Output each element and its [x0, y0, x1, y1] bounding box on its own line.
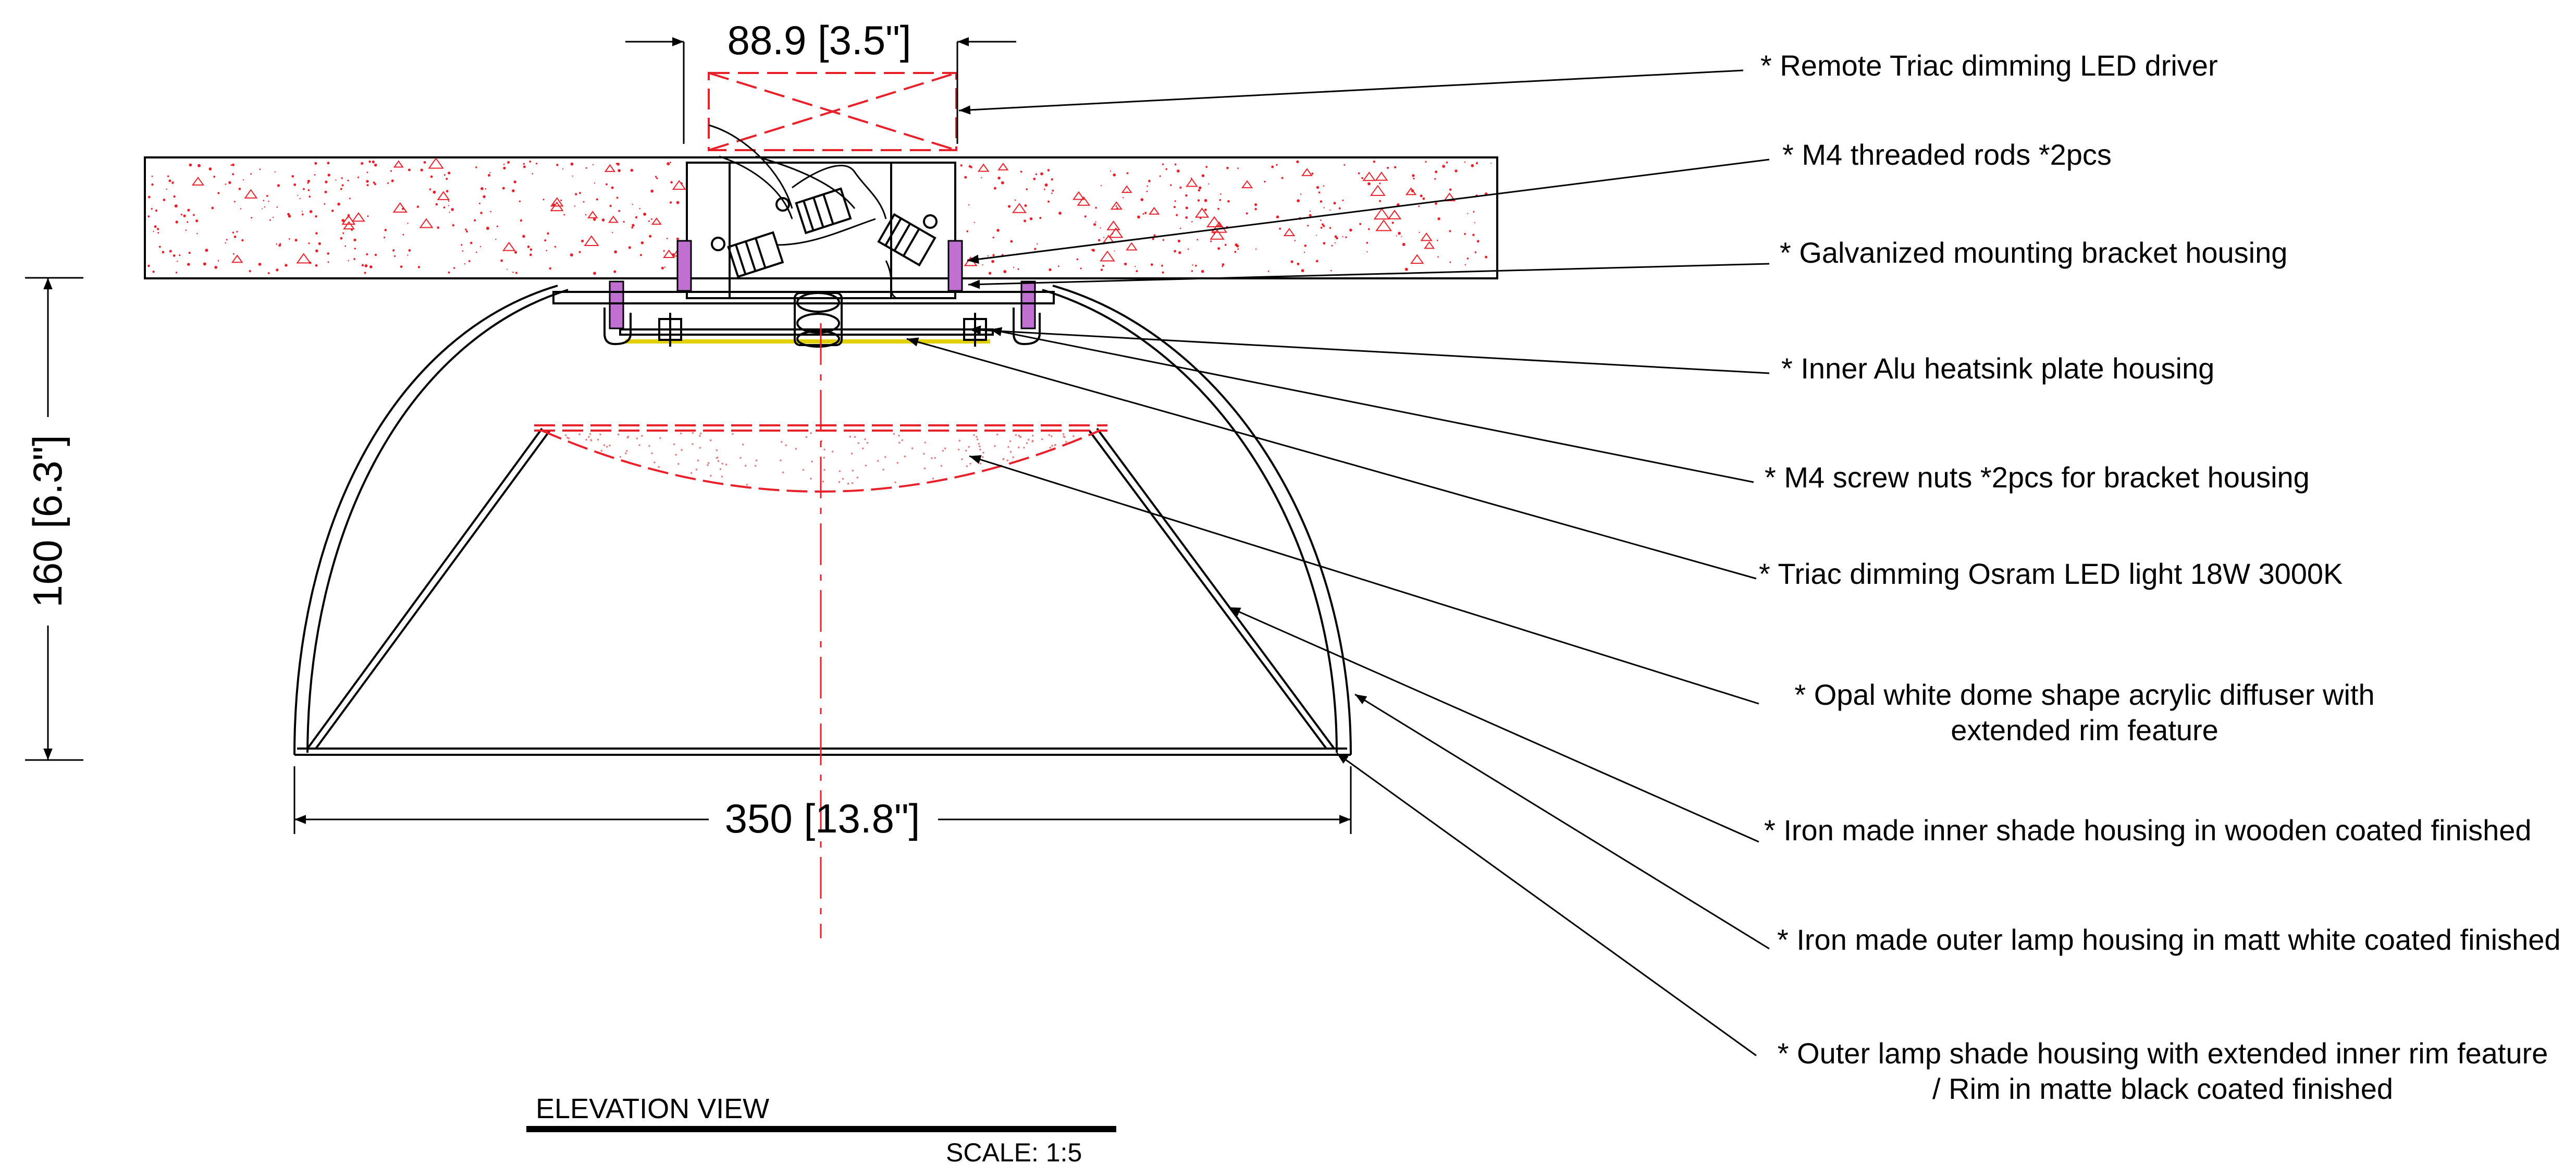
leader-lines: [906, 69, 1770, 1057]
led-driver: [708, 72, 957, 151]
callout-inner-shade: * Iron made inner shade housing in woode…: [1764, 814, 2532, 847]
mounting-bracket: [686, 124, 956, 299]
diffuser-hatch: [564, 432, 1075, 486]
callout-diffuser-line1: * Opal white dome shape acrylic diffuser…: [1794, 678, 2374, 711]
callout-diffuser-line2: extended rim feature: [1951, 714, 2218, 746]
callout-heatsink: * Inner Alu heatsink plate housing: [1781, 352, 2214, 385]
height-dimension: [25, 277, 83, 761]
callout-outer-housing: * Iron made outer lamp housing in matt w…: [1777, 923, 2561, 956]
top-width-label: 88.9 [3.5"]: [728, 17, 911, 63]
callout-bracket: * Galvanized mounting bracket housing: [1780, 236, 2287, 269]
callout-nuts: * M4 screw nuts *2pcs for bracket housin…: [1765, 461, 2310, 494]
height-label: 160 [6.3"]: [24, 435, 70, 607]
callout-led: * Triac dimming Osram LED light 18W 3000…: [1759, 557, 2343, 590]
scale-label: SCALE: 1:5: [946, 1138, 1082, 1164]
callout-rods: * M4 threaded rods *2pcs: [1782, 138, 2112, 171]
view-title-underline: [526, 1126, 1116, 1132]
inner-shade: [306, 427, 1335, 750]
callout-outer-shade-line1: * Outer lamp shade housing with extended…: [1778, 1037, 2548, 1070]
view-title: ELEVATION VIEW: [536, 1093, 769, 1124]
bottom-width-dimension: [293, 766, 1352, 834]
callout-driver: * Remote Triac dimming LED driver: [1760, 49, 2218, 82]
outer-housing: [293, 285, 1352, 756]
heatsink-plate: [552, 291, 1055, 348]
concrete-hatch: [147, 157, 1492, 275]
callout-outer-shade-line2: / Rim in matte black coated finished: [1932, 1072, 2393, 1105]
top-width-dimension: [625, 37, 1016, 144]
bottom-width-label: 350 [13.8"]: [725, 795, 920, 841]
